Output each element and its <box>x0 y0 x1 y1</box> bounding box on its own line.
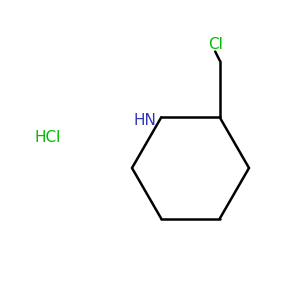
Text: HN: HN <box>133 113 156 128</box>
Text: Cl: Cl <box>208 37 223 52</box>
Text: HCl: HCl <box>35 130 61 146</box>
